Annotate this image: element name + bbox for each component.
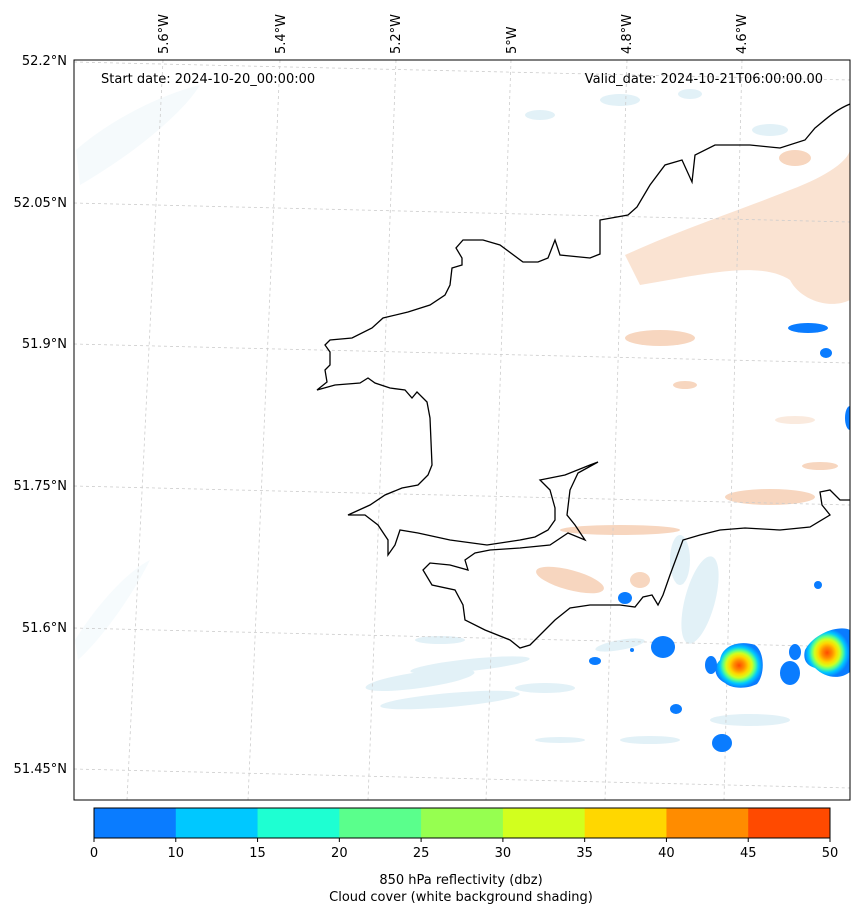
map-panel [74, 60, 850, 800]
lon-tick-label: 4.8°W [620, 14, 635, 54]
reflectivity-cell-east [804, 628, 850, 677]
reflectivity-weak-cells [589, 323, 850, 752]
lon-tick-label: 4.6°W [735, 14, 750, 54]
lon-tick-label: 5.2°W [389, 14, 404, 54]
colorbar-label: 850 hPa reflectivity (dbz) [379, 873, 542, 888]
reflectivity-cell-central [715, 643, 763, 688]
colorbar: 0 10 15 20 25 30 35 40 45 50 [90, 807, 839, 861]
lat-tick-label: 51.45°N [14, 762, 67, 777]
cloud-cover-shading [75, 85, 790, 744]
colorbar-tick-label: 10 [168, 846, 185, 861]
colorbar-border [93, 807, 831, 839]
colorbar-tick-label: 25 [413, 846, 430, 861]
colorbar-tick-label: 20 [331, 846, 348, 861]
colorbar-swatch [748, 808, 831, 838]
lon-tick-label: 5.4°W [274, 14, 289, 54]
lat-tick-label: 52.05°N [14, 196, 67, 211]
colorbar-swatch [584, 808, 667, 838]
colorbar-swatch [94, 808, 177, 838]
colorbar-swatch [257, 808, 340, 838]
colorbar-tick-label: 15 [249, 846, 266, 861]
colorbar-tick-label: 0 [90, 846, 98, 861]
colorbar-tick-label: 45 [740, 846, 757, 861]
colorbar-swatch [502, 808, 586, 838]
colorbar-tick-label: 40 [658, 846, 675, 861]
colorbar-tick-label: 50 [822, 846, 839, 861]
colorbar-swatch [666, 808, 749, 838]
colorbar-swatch [175, 808, 259, 838]
latitude-labels: 52.2°N 52.05°N 51.9°N 51.75°N 51.6°N 51.… [14, 54, 67, 777]
map-border [73, 59, 851, 801]
colorbar-tick-label: 30 [495, 846, 512, 861]
colorbar-tick-label: 35 [576, 846, 593, 861]
lat-tick-label: 52.2°N [22, 54, 67, 69]
lon-tick-label: 5.6°W [157, 14, 172, 54]
warm-shading [536, 150, 850, 594]
lat-tick-label: 51.6°N [22, 621, 67, 636]
coastline [316, 103, 850, 649]
valid-date-label: Valid_date: 2024-10-21T06:00:00.00 [585, 72, 823, 87]
lon-tick-label: 5°W [505, 26, 520, 54]
colorbar-swatch [339, 808, 422, 838]
lat-tick-label: 51.9°N [22, 337, 67, 352]
reflectivity-cells [589, 323, 850, 752]
lat-tick-label: 51.75°N [14, 479, 67, 494]
start-date-label: Start date: 2024-10-20_00:00:00 [101, 72, 315, 87]
colorbar-sublabel: Cloud cover (white background shading) [329, 890, 593, 905]
colorbar-swatch [421, 808, 504, 838]
longitude-labels: 5.6°W 5.4°W 5.2°W 5°W 4.8°W 4.6°W [157, 14, 750, 54]
